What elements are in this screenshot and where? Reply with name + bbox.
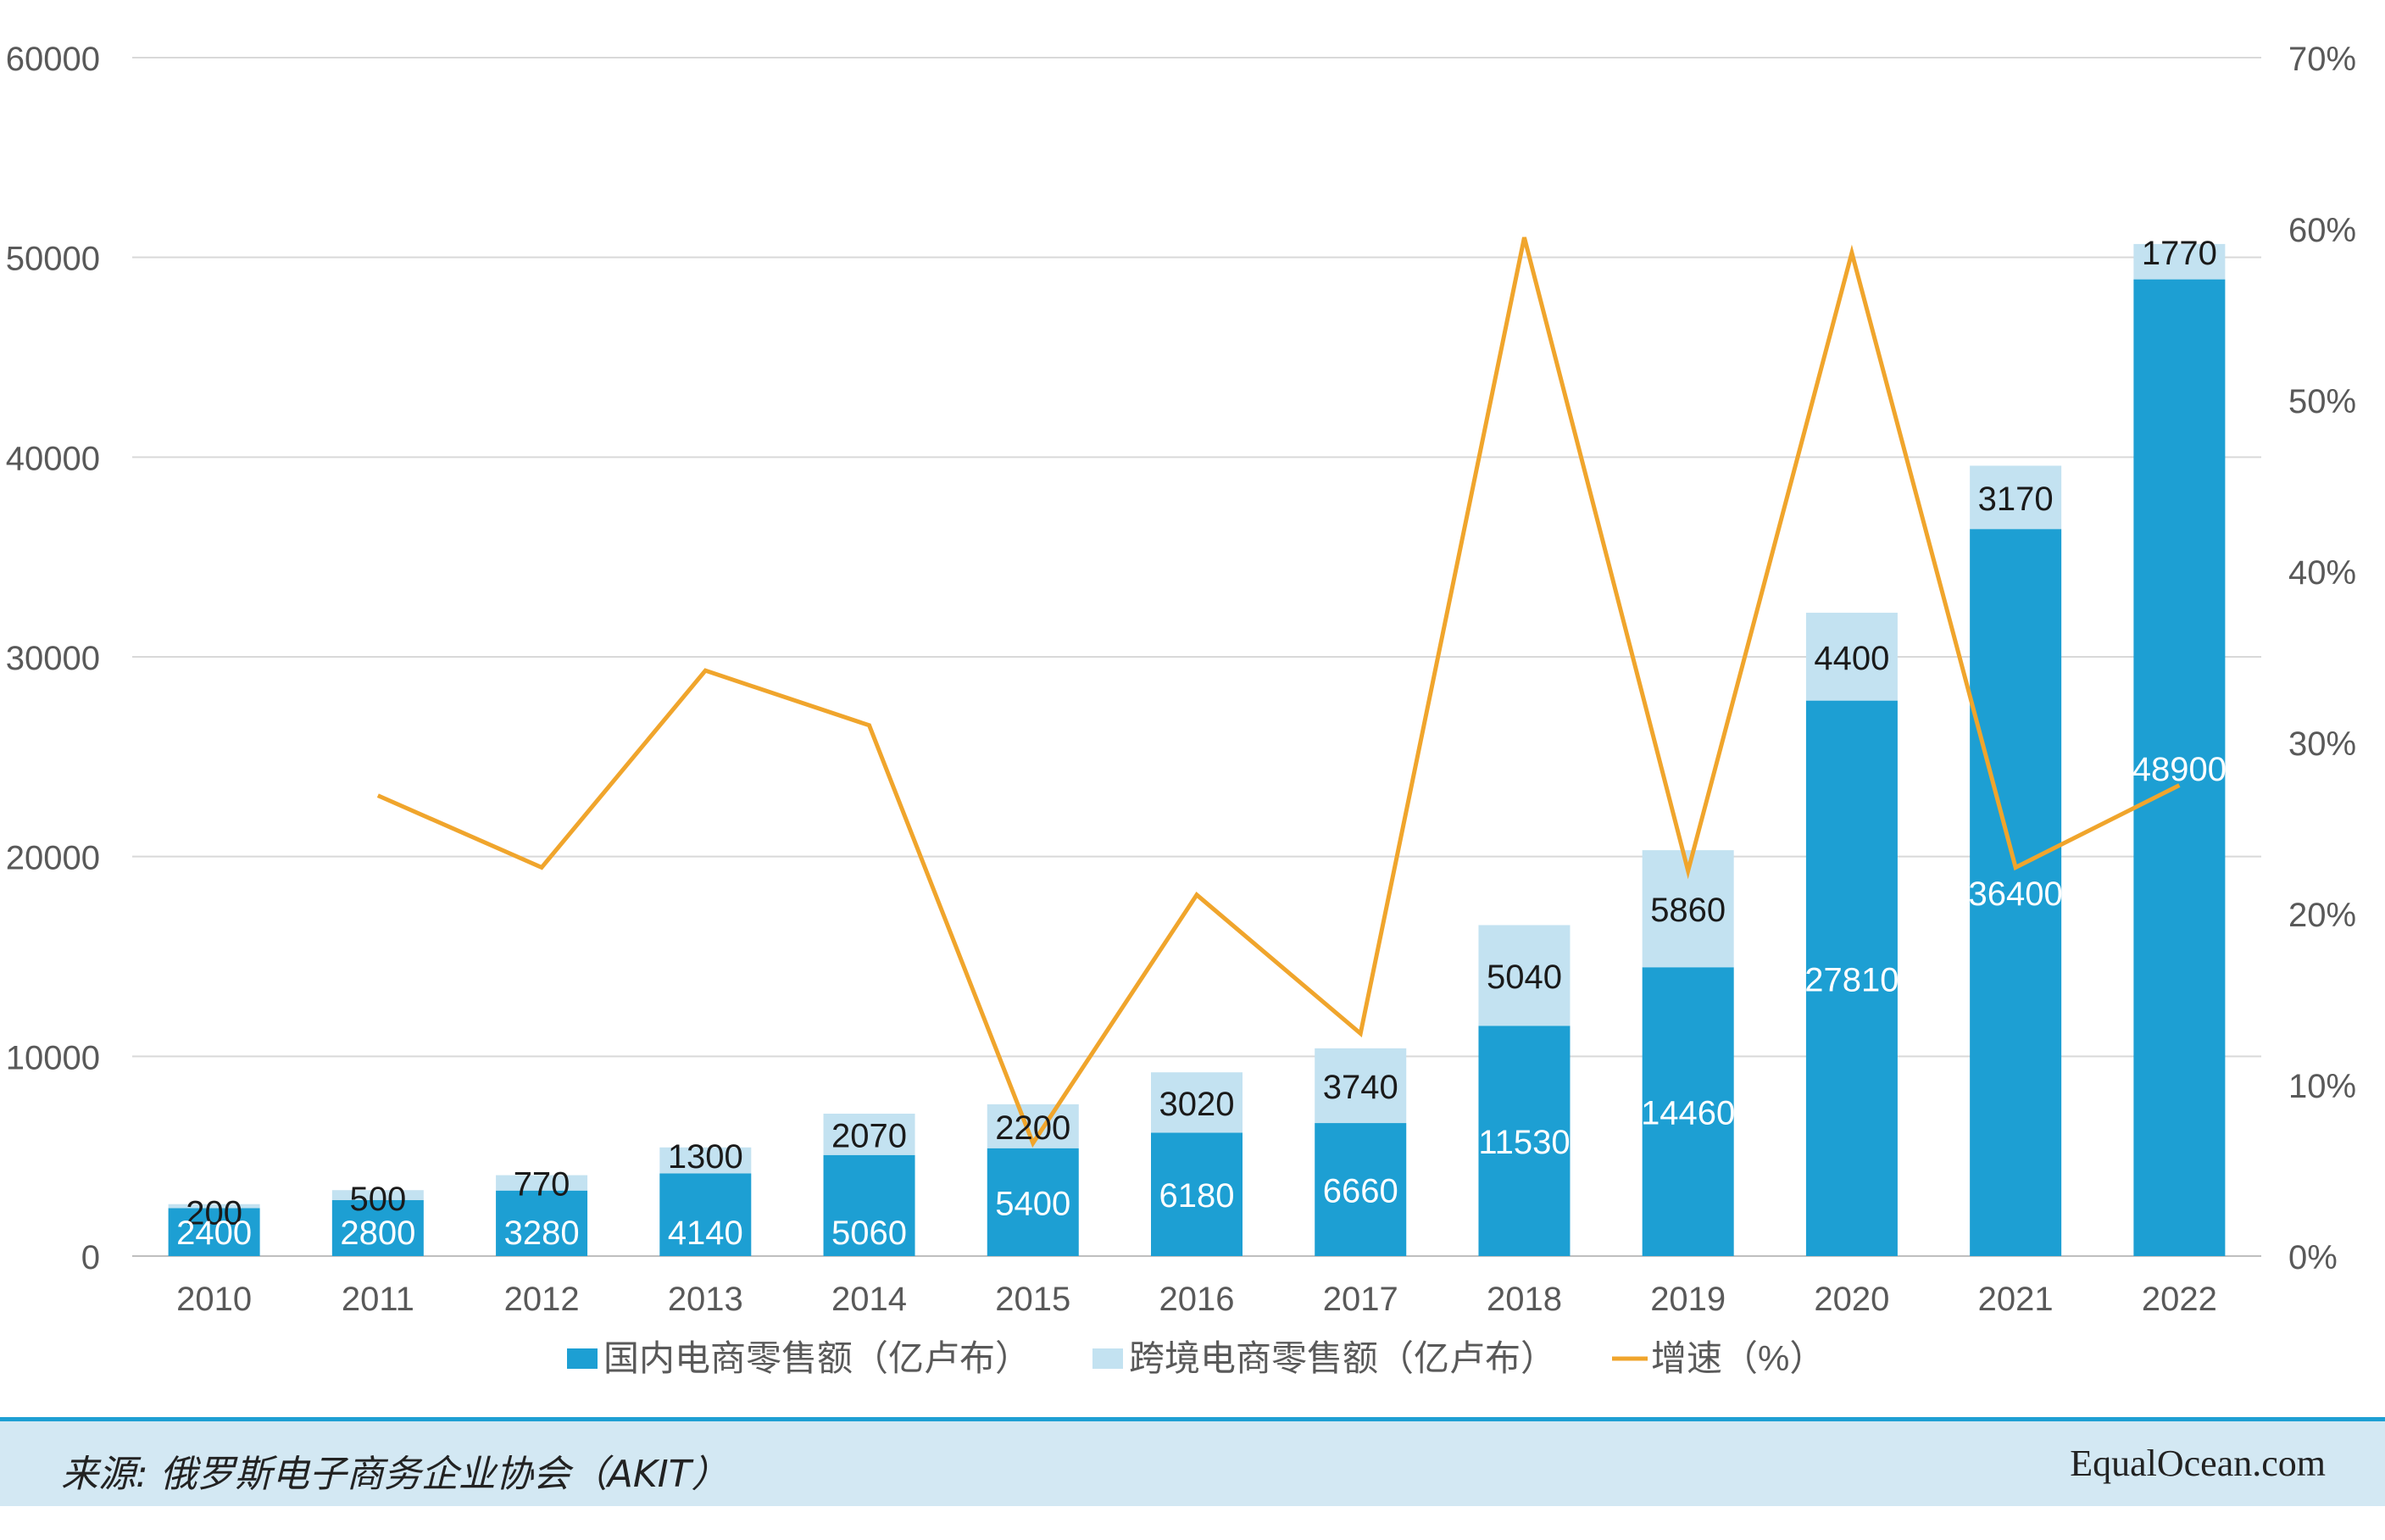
label-domestic: 4140 (668, 1215, 743, 1252)
x-tick-label: 2015 (995, 1281, 1070, 1318)
label-cross-border: 500 (349, 1181, 406, 1218)
y-right-tick-label: 60% (2288, 212, 2356, 249)
x-tick-label: 2014 (831, 1281, 907, 1318)
label-domestic: 48900 (2132, 751, 2227, 788)
y-right-tick-label: 10% (2288, 1068, 2356, 1105)
x-tick-label: 2011 (342, 1281, 414, 1318)
label-cross-border: 5040 (1487, 959, 1562, 996)
y-axis-left: 0 10000 20000 30000 40000 50000 60000 (6, 41, 100, 1276)
y-left-tick-label: 60000 (6, 41, 100, 78)
bar-domestic (1478, 1026, 1571, 1256)
label-cross-border: 1770 (2142, 235, 2217, 272)
label-cross-border: 2070 (831, 1117, 907, 1154)
x-tick-label: 2012 (504, 1281, 580, 1318)
label-cross-border: 5860 (1650, 892, 1726, 929)
bar-domestic (1970, 529, 2062, 1256)
y-left-tick-label: 40000 (6, 440, 100, 477)
bar-domestic (331, 1200, 424, 1256)
growth-line-path (376, 236, 2181, 1148)
y-left-tick-label: 30000 (6, 640, 100, 677)
label-cross-border: 3740 (1323, 1069, 1398, 1106)
bars (168, 243, 2226, 1257)
y-axis-right: 0% 10% 20% 30% 40% 50% 60% 70% (2288, 41, 2356, 1276)
legend-label-domestic: 国内电商零售额（亿卢布） (603, 1338, 1031, 1378)
x-axis: 2010 2011 2012 2013 2014 2015 2016 2017 2018 2019… (176, 1281, 2217, 1318)
bar-domestic (1805, 700, 1898, 1256)
bar-cross-border (823, 1113, 915, 1155)
y-right-tick-label: 50% (2288, 383, 2356, 420)
label-cross-border: 2200 (995, 1109, 1070, 1147)
legend-swatch-cross-border (1092, 1348, 1123, 1369)
bar-cross-border (496, 1175, 588, 1191)
legend-label-growth: 增速（%） (1651, 1338, 1825, 1378)
label-domestic: 3280 (504, 1215, 580, 1252)
label-cross-border: 4400 (1814, 640, 1889, 677)
y-right-tick-label: 20% (2288, 897, 2356, 934)
bar-cross-border (2133, 243, 2226, 280)
bar-domestic (168, 1208, 260, 1256)
label-cross-border: 770 (514, 1166, 570, 1204)
bar-domestic (496, 1190, 588, 1256)
y-right-tick-label: 0% (2288, 1239, 2338, 1276)
label-domestic: 11530 (1478, 1124, 1570, 1161)
x-tick-label: 2018 (1487, 1281, 1562, 1318)
bar-cross-border (1805, 612, 1898, 701)
y-left-tick-label: 20000 (6, 840, 100, 877)
bar-cross-border (331, 1190, 424, 1201)
label-domestic: 2400 (176, 1215, 252, 1252)
y-right-tick-label: 40% (2288, 554, 2356, 592)
footer-bar: 来源: 俄罗斯电子商务企业协会（AKIT） EqualOcean.com (0, 1417, 2385, 1506)
legend: 国内电商零售额（亿卢布） 跨境电商零售额（亿卢布） 增速（%） (567, 1338, 1825, 1378)
bar-domestic (987, 1148, 1079, 1256)
legend-label-cross-border: 跨境电商零售额（亿卢布） (1129, 1338, 1556, 1378)
x-tick-label: 2019 (1650, 1281, 1726, 1318)
label-cross-border: 1300 (668, 1138, 743, 1176)
gridlines (132, 57, 2261, 1257)
label-cross-border: 3020 (1159, 1086, 1235, 1123)
y-left-tick-label: 50000 (6, 241, 100, 278)
x-tick-label: 2010 (176, 1281, 252, 1318)
x-tick-label: 2022 (2142, 1281, 2217, 1318)
growth-line (376, 236, 2181, 1148)
label-domestic: 5400 (995, 1185, 1070, 1222)
label-domestic: 27810 (1804, 961, 1899, 998)
label-cross-border: 200 (186, 1195, 242, 1232)
bar-domestic (1315, 1123, 1407, 1256)
bar-cross-border (1151, 1072, 1243, 1133)
legend-swatch-domestic (567, 1348, 598, 1369)
x-tick-label: 2020 (1814, 1281, 1889, 1318)
x-tick-label: 2017 (1323, 1281, 1398, 1318)
bar-cross-border (168, 1204, 260, 1209)
bar-cross-border (1478, 925, 1571, 1026)
bar-domestic (2133, 279, 2226, 1257)
x-tick-label: 2013 (668, 1281, 743, 1318)
x-tick-label: 2016 (1159, 1281, 1235, 1318)
bar-domestic (1151, 1132, 1243, 1256)
bar-domestic (823, 1154, 915, 1256)
y-left-tick-label: 0 (81, 1239, 100, 1276)
bar-cross-border (1315, 1048, 1407, 1124)
y-left-tick-label: 10000 (6, 1039, 100, 1076)
y-right-tick-label: 70% (2288, 41, 2356, 78)
label-domestic: 6180 (1159, 1177, 1235, 1215)
label-domestic: 6660 (1323, 1173, 1398, 1210)
chart: 0 10000 20000 30000 40000 50000 60000 0% 10% 20%… (6, 41, 2356, 1378)
bar-cross-border (659, 1147, 752, 1174)
bar-domestic (1642, 967, 1734, 1256)
label-domestic: 36400 (1969, 876, 2063, 913)
brand-logo-text: EqualOcean.com (2070, 1443, 2326, 1484)
label-domestic: 5060 (831, 1215, 907, 1252)
label-domestic: 14460 (1641, 1095, 1735, 1132)
bar-domestic (659, 1173, 752, 1256)
x-tick-label: 2021 (1978, 1281, 2054, 1318)
label-cross-border: 3170 (1978, 481, 2054, 518)
source-note: 来源: 俄罗斯电子商务企业协会（AKIT） (61, 1453, 729, 1496)
bar-cross-border (1970, 465, 2062, 530)
y-right-tick-label: 30% (2288, 726, 2356, 763)
label-domestic: 2800 (340, 1215, 415, 1252)
